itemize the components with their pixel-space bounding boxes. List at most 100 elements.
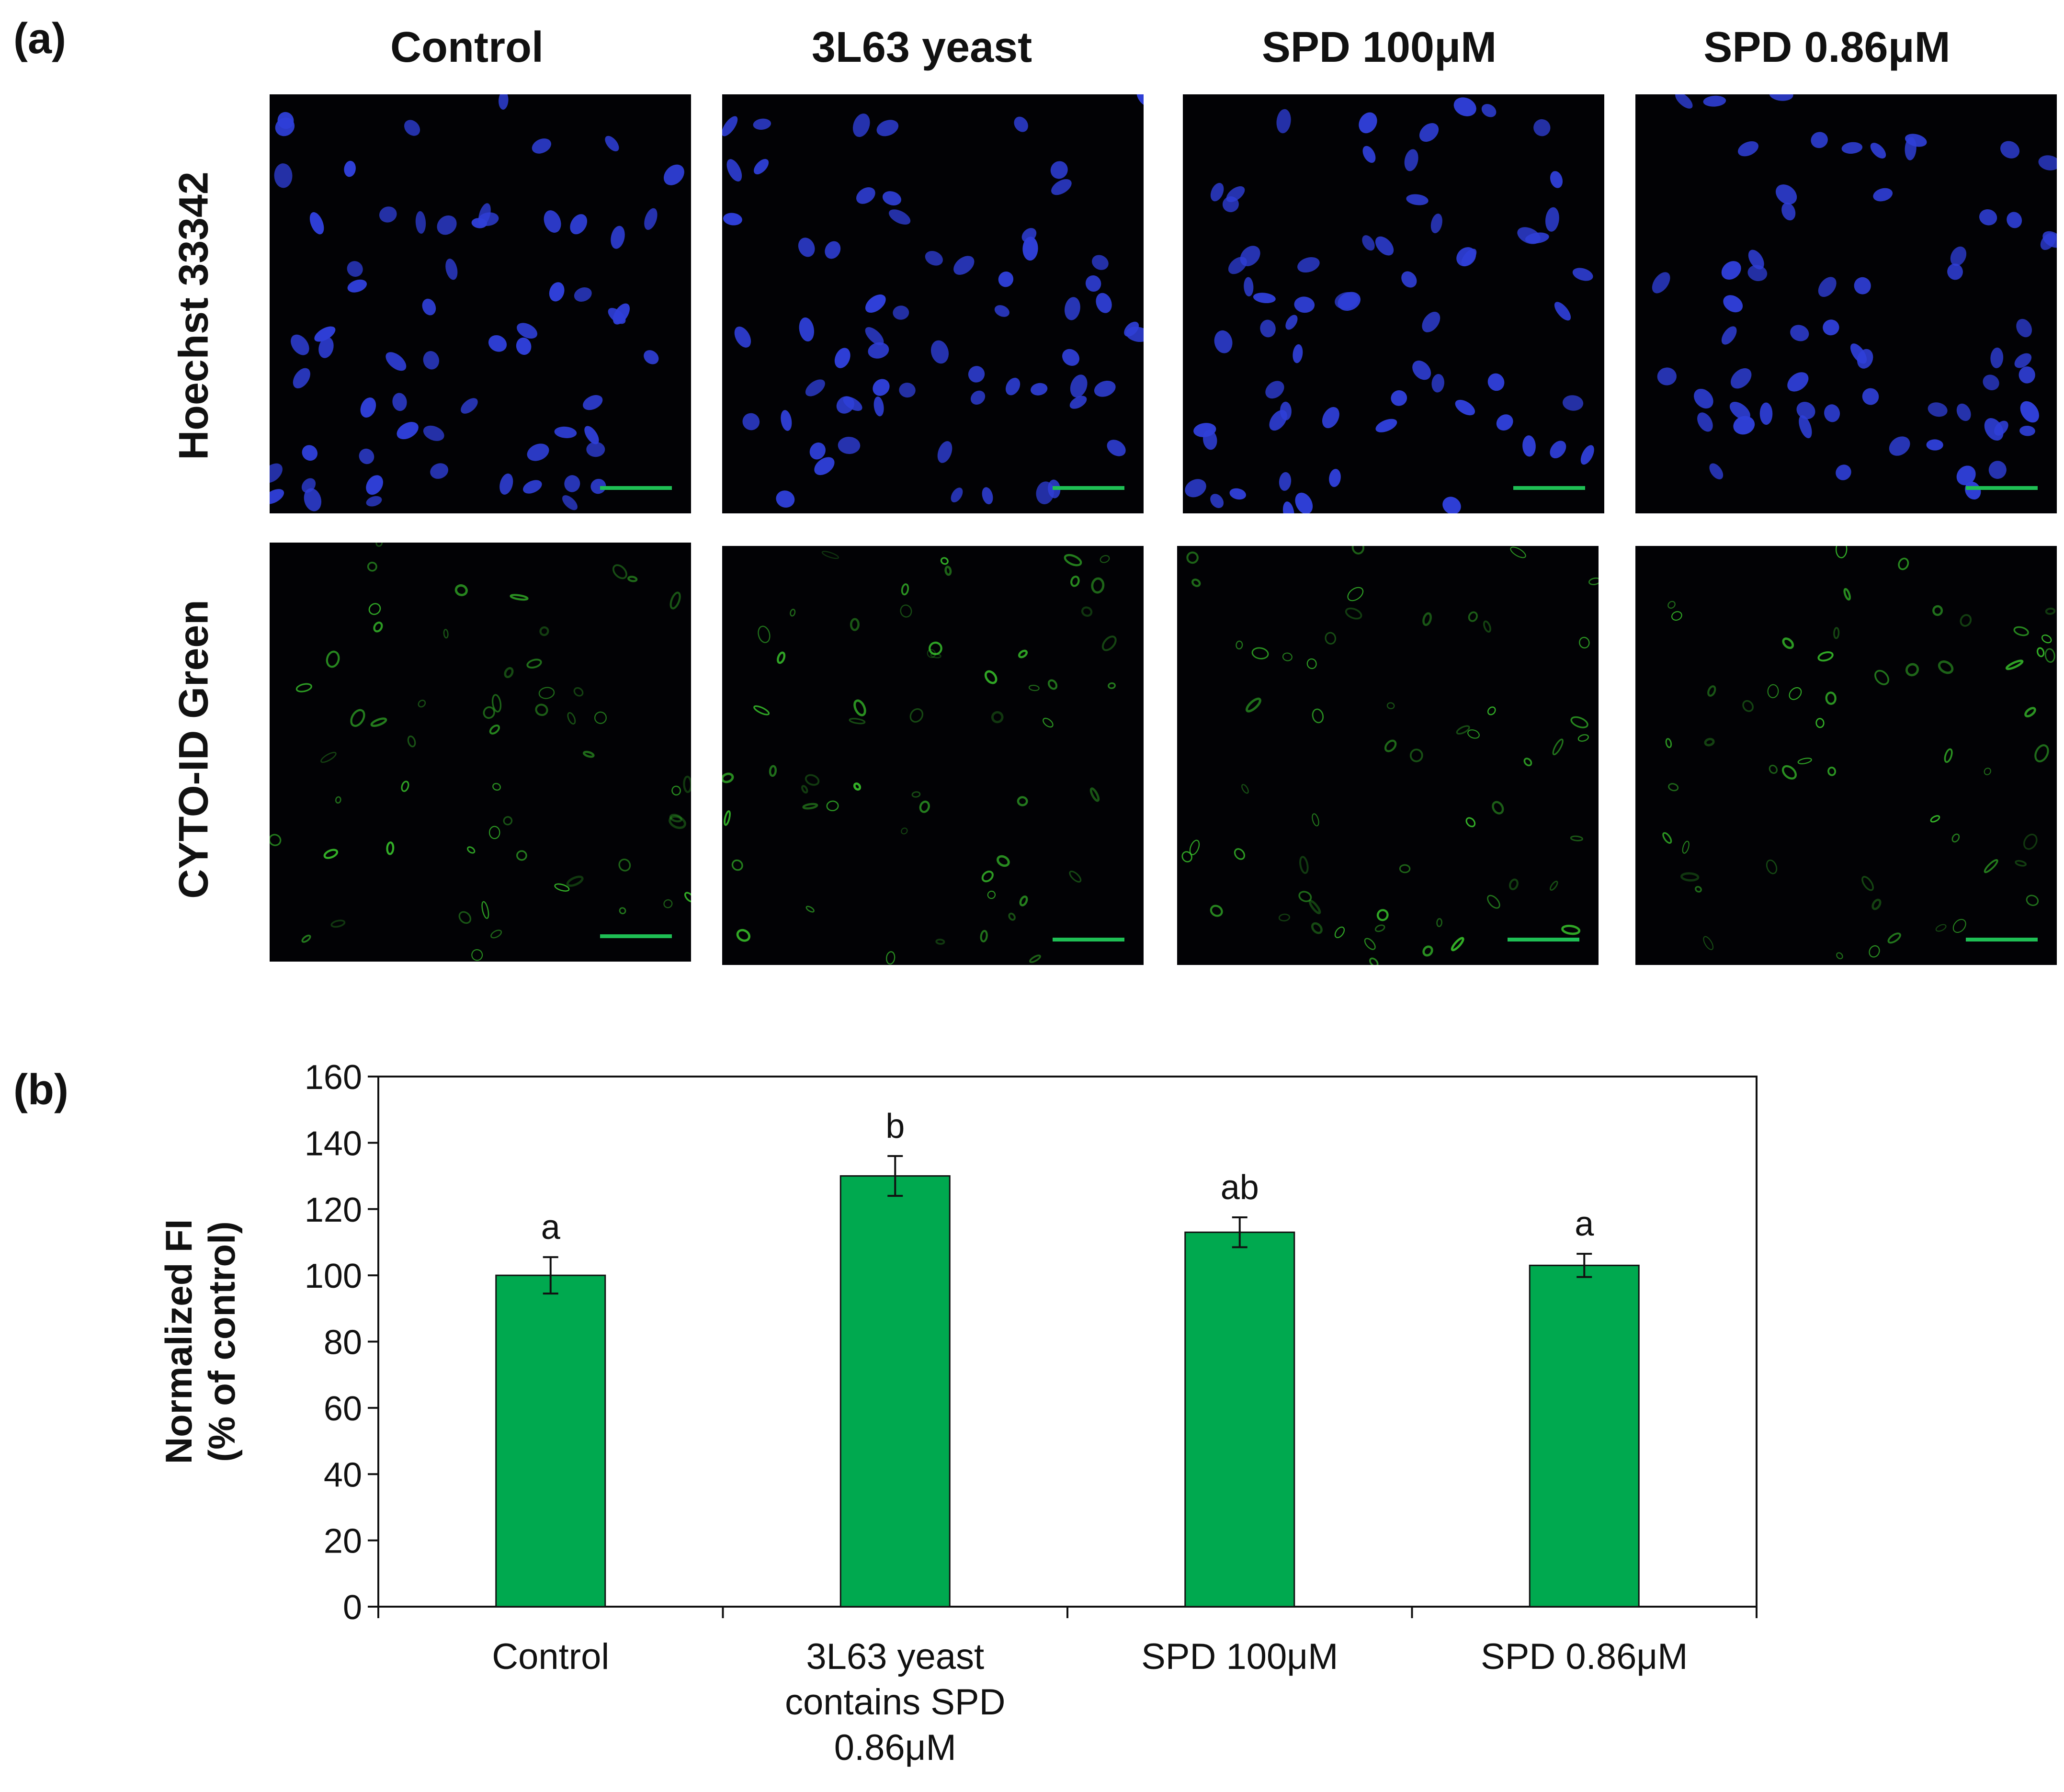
autophagosome-signal [370, 717, 387, 727]
nucleus [344, 160, 356, 177]
autophagosome-signal [1570, 835, 1583, 841]
nucleus [1070, 374, 1088, 398]
nucleus [1322, 407, 1339, 429]
x-category-label-line: 0.86μM [834, 1727, 956, 1768]
nucleus [953, 256, 975, 275]
autophagosome-signal [935, 939, 945, 945]
nucleus [951, 488, 963, 503]
autophagosome-signal [295, 683, 312, 692]
autophagosome-signal [849, 717, 866, 725]
autophagosome-signal [731, 859, 743, 871]
nucleus [423, 425, 444, 441]
nucleus [1422, 312, 1440, 332]
nucleus [1456, 247, 1476, 267]
autophagosome-signal [1523, 758, 1532, 767]
panel-a-label: (a) [13, 15, 66, 63]
autophagosome-signal [1667, 601, 1676, 609]
autophagosome-signal [909, 708, 924, 723]
autophagosome-signal [1552, 738, 1564, 756]
nucleus [359, 448, 374, 465]
nucleus [865, 294, 886, 313]
nucleus [570, 214, 588, 235]
nucleus [1265, 381, 1284, 399]
nucleus [2038, 155, 2057, 170]
nucleus [422, 298, 436, 316]
autophagosome-signal [1984, 767, 1991, 775]
nucleus [1124, 321, 1139, 337]
autophagosome-signal [418, 700, 426, 708]
significance-letter: ab [1221, 1168, 1259, 1207]
nucleus [562, 495, 578, 510]
nucleus [445, 259, 458, 280]
autophagosome-signal [1960, 614, 1972, 627]
y-tick-label: 100 [305, 1257, 362, 1295]
nucleus [1823, 319, 1839, 336]
autophagosome-signal [758, 625, 771, 643]
autophagosome-signal [724, 810, 731, 826]
autophagosome-signal [2037, 647, 2045, 658]
nucleus [1412, 360, 1431, 380]
nucleus [968, 366, 985, 383]
nucleus [397, 422, 419, 440]
nucleus [1375, 419, 1397, 432]
autophagosome-signal [1665, 738, 1672, 749]
nucleus [1799, 415, 1812, 439]
nucleus [1391, 390, 1407, 406]
autophagosome-signal [853, 782, 862, 791]
autophagosome-signal [1278, 913, 1291, 922]
nucleus [1260, 319, 1276, 338]
autophagosome-signal [1577, 734, 1589, 742]
autophagosome-signal [566, 875, 584, 887]
autophagosome-signal [443, 629, 449, 639]
autophagosome-signal [471, 949, 483, 961]
y-tick-label: 20 [324, 1522, 362, 1561]
autophagosome-signal [1325, 632, 1337, 645]
nucleus [275, 117, 295, 136]
autophagosome-signal [2015, 860, 2027, 867]
autophagosome-signal [1251, 647, 1269, 659]
nucleus [856, 187, 875, 204]
autophagosome-signal [1825, 692, 1837, 705]
autophagosome-signal [1869, 945, 1880, 958]
nucleus [1983, 374, 1999, 390]
autophagosome-signal [1369, 957, 1379, 965]
autophagosome-signal [483, 706, 495, 719]
autophagosome-signal [853, 699, 866, 716]
nucleus [1069, 396, 1087, 409]
micrograph-cyto-control [270, 543, 691, 962]
row-label-cyto-id: CYTO-ID Green [170, 600, 217, 899]
nucleus [1675, 94, 1693, 109]
autophagosome-signal [736, 929, 751, 942]
autophagosome-signal [1241, 784, 1249, 794]
autophagosome-signal [2044, 648, 2055, 663]
nucleus [1240, 246, 1260, 266]
autophagosome-signal [1952, 919, 1966, 933]
nucleus [1947, 263, 1963, 280]
autophagosome-signal [1070, 576, 1080, 587]
scale-bar [1508, 938, 1579, 941]
autophagosome-signal [1817, 651, 1834, 662]
nucleus [1285, 315, 1298, 330]
nucleus [1522, 435, 1536, 457]
nucleus [274, 163, 293, 188]
autophagosome-signal [1236, 640, 1243, 650]
autophagosome-signal [373, 621, 383, 633]
nucleus [366, 475, 383, 495]
autophagosome-signal [1944, 748, 1953, 763]
autophagosome-signal [663, 899, 673, 908]
autophagosome-signal [367, 561, 377, 572]
nucleus [776, 490, 795, 508]
nucleus [1979, 209, 1997, 226]
nucleus [1697, 412, 1713, 432]
significance-letter: b [885, 1107, 905, 1146]
nucleus [893, 306, 909, 320]
nucleus [1021, 228, 1037, 242]
micrograph-hoechst-spd-086 [1635, 94, 2057, 513]
nucleus [1854, 277, 1871, 295]
autophagosome-signal [1043, 717, 1054, 728]
nucleus [1984, 418, 2004, 441]
nucleus [1796, 402, 1815, 420]
autophagosome-signal [2005, 659, 2024, 670]
nucleus [590, 478, 606, 494]
